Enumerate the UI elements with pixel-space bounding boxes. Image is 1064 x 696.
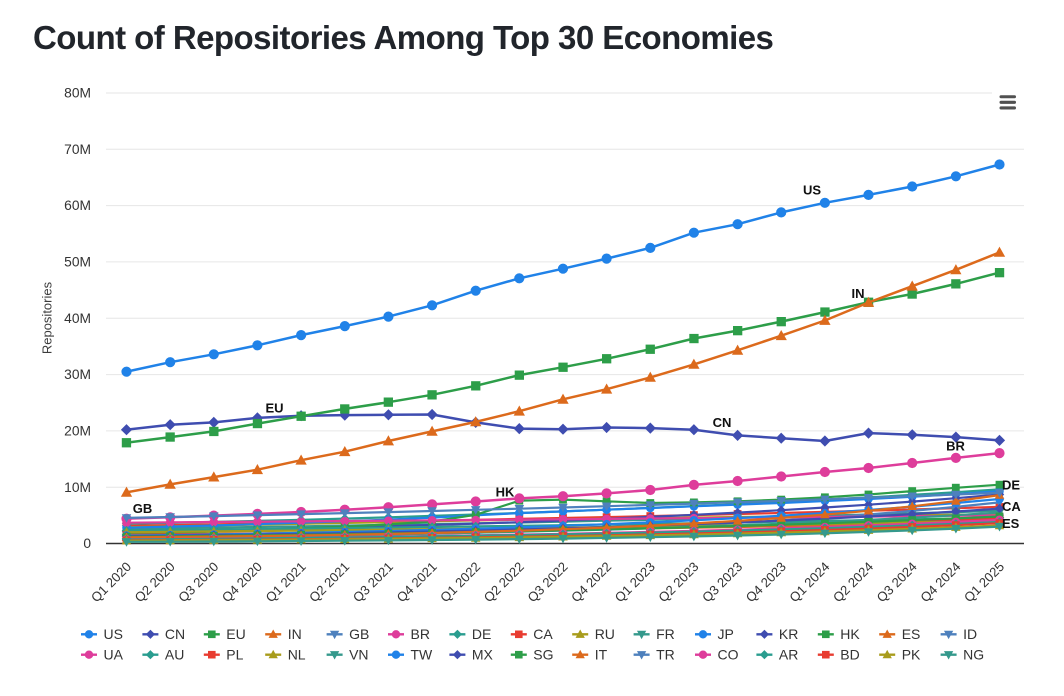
svg-text:PK: PK	[902, 647, 921, 663]
svg-text:70M: 70M	[64, 142, 91, 157]
svg-text:AU: AU	[165, 647, 184, 663]
svg-text:SG: SG	[533, 647, 553, 663]
svg-text:EU: EU	[226, 626, 245, 642]
svg-text:0: 0	[83, 536, 91, 551]
svg-text:RU: RU	[595, 626, 615, 642]
svg-text:BR: BR	[946, 439, 965, 454]
svg-text:CA: CA	[533, 626, 553, 642]
svg-text:ID: ID	[963, 626, 977, 642]
svg-text:50M: 50M	[64, 255, 91, 270]
svg-text:ES: ES	[902, 626, 921, 642]
svg-text:IN: IN	[852, 286, 865, 301]
svg-text:GB: GB	[133, 501, 153, 516]
svg-text:US: US	[104, 626, 123, 642]
svg-text:CN: CN	[713, 415, 732, 430]
svg-text:IN: IN	[288, 626, 302, 642]
svg-text:Repositories: Repositories	[40, 281, 55, 354]
svg-text:UA: UA	[104, 647, 124, 663]
svg-text:BD: BD	[840, 647, 859, 663]
svg-text:FR: FR	[656, 626, 675, 642]
svg-text:IT: IT	[595, 647, 608, 663]
svg-text:TW: TW	[411, 647, 434, 663]
svg-text:CN: CN	[165, 626, 185, 642]
svg-text:60M: 60M	[64, 198, 91, 213]
svg-text:EU: EU	[265, 401, 283, 416]
svg-text:10M: 10M	[64, 480, 91, 495]
svg-text:US: US	[803, 183, 821, 198]
svg-text:GB: GB	[349, 626, 369, 642]
svg-text:AR: AR	[779, 647, 798, 663]
svg-text:Count of Repositories Among To: Count of Repositories Among Top 30 Econo…	[33, 19, 773, 56]
svg-text:TR: TR	[656, 647, 675, 663]
svg-text:DE: DE	[1002, 478, 1020, 493]
svg-text:VN: VN	[349, 647, 368, 663]
svg-text:30M: 30M	[64, 367, 91, 382]
svg-text:JP: JP	[718, 626, 734, 642]
svg-text:PL: PL	[226, 647, 243, 663]
svg-text:HK: HK	[840, 626, 860, 642]
svg-text:KR: KR	[779, 626, 798, 642]
svg-text:CA: CA	[1002, 499, 1021, 514]
svg-text:CO: CO	[718, 647, 739, 663]
svg-text:80M: 80M	[64, 86, 91, 101]
svg-text:DE: DE	[472, 626, 491, 642]
svg-text:HK: HK	[496, 485, 515, 500]
svg-text:NL: NL	[288, 647, 306, 663]
svg-text:ES: ES	[1002, 516, 1020, 531]
svg-text:20M: 20M	[64, 424, 91, 439]
svg-text:NG: NG	[963, 647, 984, 663]
svg-text:BR: BR	[411, 626, 430, 642]
svg-text:MX: MX	[472, 647, 494, 663]
svg-text:40M: 40M	[64, 311, 91, 326]
